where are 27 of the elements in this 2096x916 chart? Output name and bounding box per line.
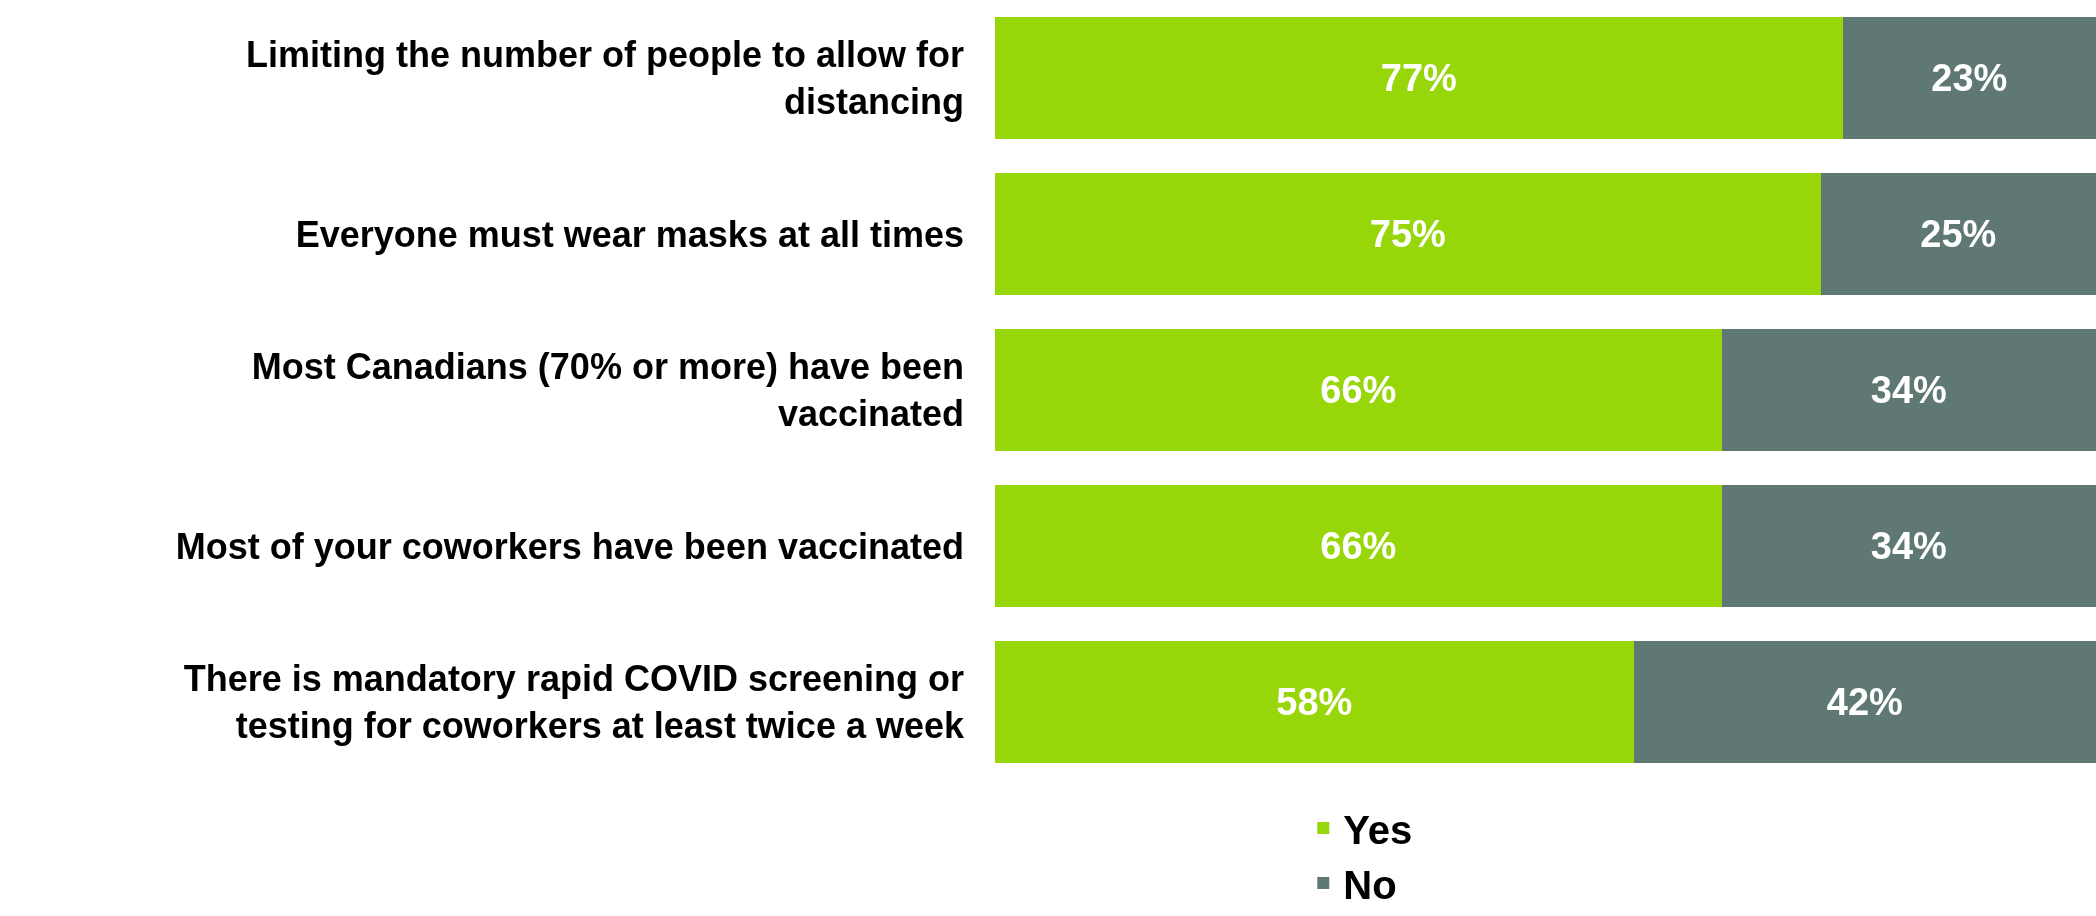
bar [1820, 173, 2096, 295]
bar [1842, 17, 2096, 139]
legend-label: Yes [1343, 807, 1413, 852]
data-label: 25% [1920, 213, 1997, 255]
bar [995, 641, 1634, 763]
y-tick-label: Everyone must wear masks at all times [295, 213, 964, 255]
data-label: 34% [1870, 525, 1947, 567]
data-label: 23% [1931, 57, 2008, 99]
bar [995, 329, 1722, 451]
data-label: 42% [1826, 681, 1903, 723]
y-tick-label: There is mandatory rapid COVID screening or testing for coworkers at least twice a week [183, 658, 965, 746]
data-label: 66% [1320, 525, 1397, 567]
bar [1721, 329, 2096, 451]
bar [995, 485, 1722, 607]
legend-label: No [1343, 862, 1397, 907]
data-label: 58% [1276, 681, 1353, 723]
bar [1633, 641, 2096, 763]
bar [1721, 485, 2096, 607]
y-tick-label: Limiting the number of people to allow for distancing [246, 34, 964, 122]
data-label: 77% [1380, 57, 1457, 99]
data-label: 66% [1320, 369, 1397, 411]
bar [995, 17, 1843, 139]
y-tick-label: Most Canadians (70% or more) have been vaccinated [251, 346, 964, 434]
data-label: 75% [1369, 213, 1446, 255]
bar [995, 173, 1821, 295]
y-tick-label: Most of your coworkers have been vaccinated [175, 525, 964, 567]
data-label: 34% [1870, 369, 1947, 411]
